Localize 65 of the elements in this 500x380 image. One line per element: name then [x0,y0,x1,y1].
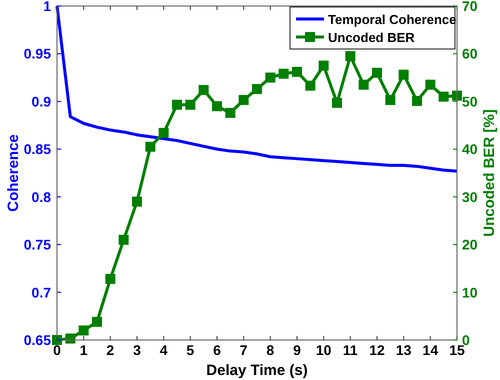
point [412,96,422,106]
point [345,51,356,62]
x-tick-label: 6 [213,342,222,358]
x-tick-label: 7 [240,342,248,358]
y2-tick-label: 70 [462,0,478,14]
x-tick-label: 11 [342,342,358,358]
x-tick-label: 8 [266,342,274,358]
x-tick-label: 5 [186,342,194,358]
point [145,142,156,152]
x-tick-label: 2 [106,342,114,358]
y2-tick-label: 20 [462,236,478,253]
point [225,108,236,118]
point [372,68,382,78]
x-tick-label: 0 [53,342,62,358]
point [318,60,329,71]
x-tick-label: 3 [133,342,142,358]
y-tick-label: 0.8 [32,188,52,205]
point [452,90,462,101]
y-tick-label: 0.65 [24,332,52,348]
point [65,334,76,344]
point [265,72,276,83]
y2-tick-label: 50 [462,93,478,110]
point [305,80,316,91]
y2-tick-label: 10 [462,284,478,300]
point [198,84,209,95]
x-tick-label: 14 [422,342,438,358]
point [92,316,102,327]
point [212,101,222,112]
y2-tick-label: 30 [462,188,478,205]
point [158,128,169,138]
y2-tick-label: 60 [462,46,478,62]
point [105,274,116,284]
y-tick-label: 0.85 [24,141,52,158]
y-tick-label: 0.7 [32,284,52,300]
y-tick-label: 0.95 [24,46,52,62]
point [132,196,142,207]
point [185,100,196,110]
point [52,335,62,345]
y2-tick-label: 40 [462,141,478,158]
point [252,84,262,94]
y-tick-label: 0.75 [24,236,52,253]
point [118,234,129,245]
y2-axis-title: Uncoded BER [%] [481,109,498,237]
x-tick-label: 9 [293,342,302,358]
point [78,325,89,336]
x-tick-label: 10 [316,342,332,358]
x-tick-label: 13 [396,342,412,358]
point [425,80,436,90]
point [385,94,396,105]
point [278,68,289,79]
x-tick-label: 12 [369,342,385,358]
legend-label: Uncoded BER [328,30,416,45]
point [332,98,342,108]
point [398,70,409,80]
point [292,66,302,77]
x-axis-title: Delay Time (s) [206,362,308,379]
y-tick-label: 0.9 [32,93,52,110]
point [358,80,369,90]
x-tick-label: 1 [80,342,88,358]
point [438,92,449,102]
x-tick-label: 4 [160,342,168,358]
point [172,100,182,110]
y-axis-title: Coherence [5,134,22,212]
y-tick-label: 1 [43,0,52,14]
point [238,94,249,105]
